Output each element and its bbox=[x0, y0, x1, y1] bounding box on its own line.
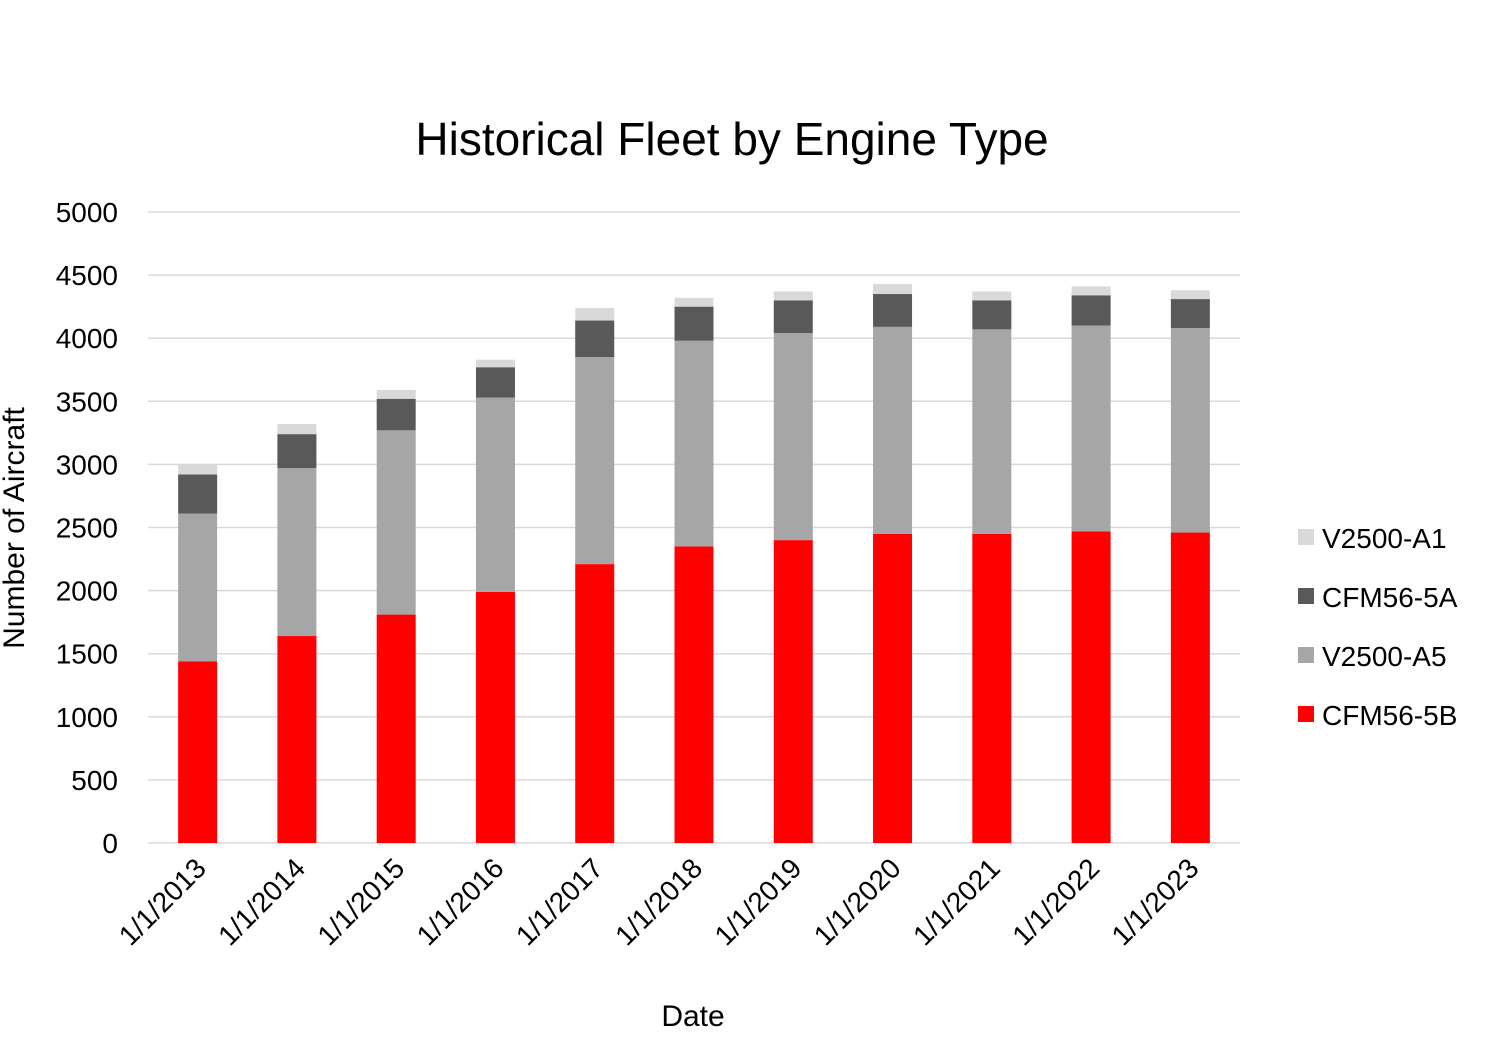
x-axis-title: Date bbox=[661, 1000, 724, 1033]
bar-cfm56-5b-1-1-2022 bbox=[1071, 531, 1111, 843]
legend-label: V2500-A1 bbox=[1322, 523, 1447, 554]
x-tick-label: 1/1/2021 bbox=[907, 852, 1006, 951]
y-tick-label: 5000 bbox=[56, 197, 118, 228]
y-tick-label: 3500 bbox=[56, 386, 118, 417]
x-tick-label: 1/1/2014 bbox=[212, 852, 311, 951]
bar-cfm56-5b-1-1-2021 bbox=[972, 533, 1012, 843]
bar-cfm56-5a-1-1-2014 bbox=[277, 434, 317, 469]
bar-cfm56-5b-1-1-2023 bbox=[1170, 532, 1210, 843]
bar-v2500-a1-1-1-2015 bbox=[376, 389, 416, 399]
bar-v2500-a5-1-1-2022 bbox=[1071, 325, 1111, 532]
x-tick-label: 1/1/2015 bbox=[311, 852, 410, 951]
bar-v2500-a1-1-1-2021 bbox=[972, 291, 1012, 301]
bar-v2500-a1-1-1-2018 bbox=[674, 297, 714, 307]
legend-item-v2500-a5: V2500-A5 bbox=[1298, 641, 1447, 672]
legend-label: V2500-A5 bbox=[1322, 641, 1447, 672]
bar-cfm56-5b-1-1-2019 bbox=[773, 540, 813, 843]
x-tick-label: 1/1/2022 bbox=[1006, 852, 1105, 951]
y-tick-label: 1000 bbox=[56, 702, 118, 733]
bar-v2500-a5-1-1-2020 bbox=[873, 326, 913, 534]
legend-swatch bbox=[1298, 706, 1314, 722]
bar-v2500-a5-1-1-2021 bbox=[972, 329, 1012, 534]
bar-cfm56-5b-1-1-2020 bbox=[873, 533, 913, 843]
bar-stack-1-1-2019 bbox=[773, 291, 813, 843]
x-tick-label: 1/1/2016 bbox=[411, 852, 510, 951]
bar-cfm56-5a-1-1-2021 bbox=[972, 300, 1012, 330]
bar-v2500-a1-1-1-2022 bbox=[1071, 286, 1111, 296]
legend-swatch bbox=[1298, 588, 1314, 604]
bar-stack-1-1-2014 bbox=[277, 424, 317, 843]
bar-cfm56-5b-1-1-2016 bbox=[475, 591, 515, 843]
bar-stack-1-1-2023 bbox=[1170, 290, 1210, 843]
bar-v2500-a5-1-1-2017 bbox=[575, 357, 615, 565]
x-tick-label: 1/1/2013 bbox=[113, 852, 212, 951]
bar-v2500-a1-1-1-2023 bbox=[1170, 290, 1210, 300]
y-axis-title: Number of Aircraft bbox=[0, 406, 31, 648]
bar-cfm56-5a-1-1-2015 bbox=[376, 398, 416, 431]
y-tick-label: 2500 bbox=[56, 513, 118, 544]
y-tick-label: 500 bbox=[71, 765, 118, 796]
bar-stacks bbox=[178, 283, 1210, 843]
bar-cfm56-5a-1-1-2022 bbox=[1071, 295, 1111, 326]
legend-item-v2500-a1: V2500-A1 bbox=[1298, 523, 1447, 554]
bar-v2500-a5-1-1-2014 bbox=[277, 468, 317, 637]
y-tick-label: 4000 bbox=[56, 323, 118, 354]
bar-cfm56-5b-1-1-2015 bbox=[376, 614, 416, 843]
bar-v2500-a5-1-1-2018 bbox=[674, 340, 714, 547]
bar-cfm56-5a-1-1-2018 bbox=[674, 306, 714, 341]
bar-cfm56-5a-1-1-2023 bbox=[1170, 299, 1210, 329]
bar-stack-1-1-2020 bbox=[873, 283, 913, 843]
bar-cfm56-5a-1-1-2017 bbox=[575, 320, 615, 358]
y-tick-label: 1500 bbox=[56, 639, 118, 670]
x-tick-label: 1/1/2020 bbox=[808, 852, 907, 951]
bar-cfm56-5a-1-1-2019 bbox=[773, 300, 813, 334]
chart-title: Historical Fleet by Engine Type bbox=[415, 113, 1048, 165]
y-tick-label: 4500 bbox=[56, 260, 118, 291]
bar-v2500-a1-1-1-2013 bbox=[178, 464, 218, 475]
bar-v2500-a1-1-1-2017 bbox=[575, 307, 615, 321]
bar-cfm56-5a-1-1-2016 bbox=[475, 367, 515, 398]
legend-swatch bbox=[1298, 529, 1314, 545]
bar-v2500-a1-1-1-2020 bbox=[873, 283, 913, 295]
bar-v2500-a5-1-1-2016 bbox=[475, 397, 515, 592]
bar-v2500-a1-1-1-2014 bbox=[277, 424, 317, 435]
bar-stack-1-1-2022 bbox=[1071, 286, 1111, 843]
x-tick-label: 1/1/2018 bbox=[609, 852, 708, 951]
y-tick-label: 0 bbox=[102, 828, 118, 859]
bar-stack-1-1-2013 bbox=[178, 464, 218, 843]
legend-label: CFM56-5B bbox=[1322, 700, 1457, 731]
y-tick-label: 3000 bbox=[56, 449, 118, 480]
x-axis-ticks: 1/1/2013 1/1/2014 1/1/2015 1/1/2016 1/1/2017… bbox=[113, 852, 1205, 951]
legend-item-cfm56-5a: CFM56-5A bbox=[1298, 582, 1458, 613]
bar-stack-1-1-2015 bbox=[376, 389, 416, 843]
bar-v2500-a5-1-1-2015 bbox=[376, 430, 416, 615]
bar-cfm56-5b-1-1-2013 bbox=[178, 661, 218, 843]
bar-cfm56-5b-1-1-2018 bbox=[674, 546, 714, 843]
bar-cfm56-5a-1-1-2013 bbox=[178, 474, 218, 514]
bar-stack-1-1-2017 bbox=[575, 307, 615, 843]
y-axis-ticks: 0 500 1000 1500 2000 2500 3000 3500 4000 4500 5000 bbox=[56, 197, 118, 859]
bar-v2500-a5-1-1-2023 bbox=[1170, 328, 1210, 533]
bar-stack-1-1-2016 bbox=[475, 359, 515, 843]
bar-stack-1-1-2021 bbox=[972, 291, 1012, 843]
bar-v2500-a1-1-1-2019 bbox=[773, 291, 813, 301]
bar-v2500-a1-1-1-2016 bbox=[475, 359, 515, 368]
x-tick-label: 1/1/2023 bbox=[1106, 852, 1205, 951]
legend-swatch bbox=[1298, 647, 1314, 663]
bar-v2500-a5-1-1-2013 bbox=[178, 513, 218, 662]
legend: V2500-A1 CFM56-5A V2500-A5 CFM56-5B bbox=[1298, 523, 1458, 731]
legend-label: CFM56-5A bbox=[1322, 582, 1458, 613]
x-tick-label: 1/1/2017 bbox=[510, 852, 609, 951]
bar-cfm56-5b-1-1-2014 bbox=[277, 636, 317, 843]
bar-cfm56-5b-1-1-2017 bbox=[575, 564, 615, 843]
x-tick-label: 1/1/2019 bbox=[709, 852, 808, 951]
bar-v2500-a5-1-1-2019 bbox=[773, 333, 813, 541]
bar-stack-1-1-2018 bbox=[674, 297, 714, 843]
y-tick-label: 2000 bbox=[56, 576, 118, 607]
bar-cfm56-5a-1-1-2020 bbox=[873, 294, 913, 327]
legend-item-cfm56-5b: CFM56-5B bbox=[1298, 700, 1457, 731]
